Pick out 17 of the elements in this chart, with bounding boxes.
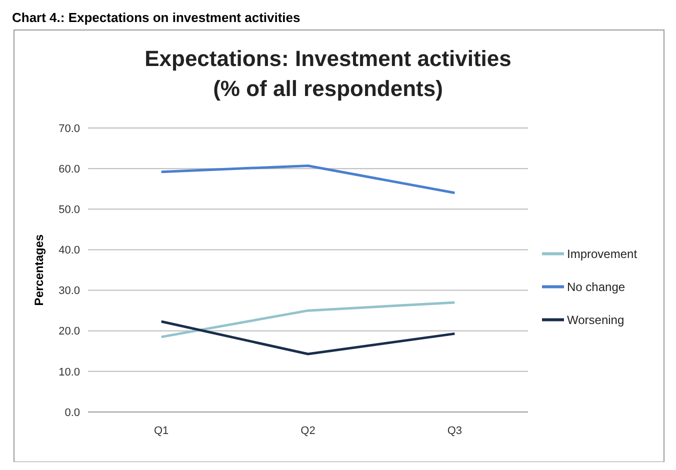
x-tick-label: Q3 — [447, 425, 462, 437]
y-tick-label: 20.0 — [58, 326, 80, 338]
x-tick-label: Q2 — [300, 425, 316, 437]
y-tick-label: 50.0 — [58, 204, 80, 216]
legend-label: Improvement — [567, 246, 638, 261]
caption: Chart 4.: Expectations on investment activities — [12, 10, 300, 25]
y-tick-label: 60.0 — [58, 163, 80, 176]
chart-title: Expectations: Investment activities (% of all respondents) — [144, 46, 512, 101]
x-tick-label: Q1 — [154, 425, 169, 437]
y-tick-label: 10.0 — [58, 366, 80, 378]
y-tick-label: 30.0 — [58, 285, 80, 298]
y-axis-title: Percentages — [32, 234, 46, 306]
y-tick-label: 70.0 — [58, 122, 80, 135]
y-tick-label: 0.0 — [64, 406, 80, 419]
legend-label: Worsening — [567, 312, 624, 327]
legend-label: No change — [567, 280, 626, 294]
y-tick-label: 40.0 — [58, 244, 80, 257]
